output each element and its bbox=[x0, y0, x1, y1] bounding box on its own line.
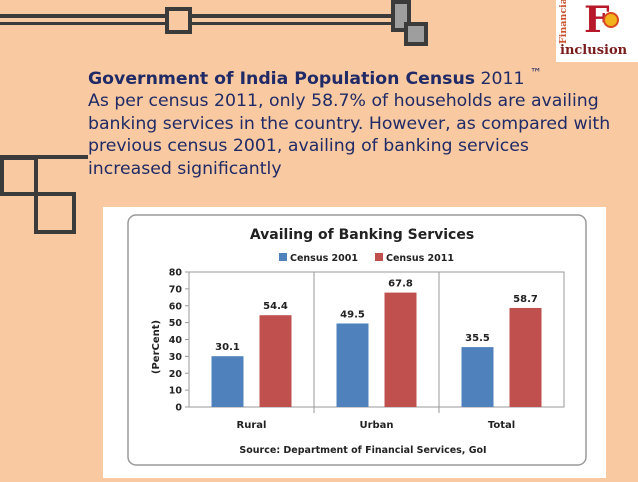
decor-square-top bbox=[165, 7, 192, 34]
decor-line-top bbox=[0, 14, 392, 18]
intro-tm: ™ bbox=[530, 66, 543, 80]
intro-body: As per census 2011, only 58.7% of househ… bbox=[88, 91, 611, 179]
y-tick-label: 10 bbox=[169, 386, 183, 397]
chart-title: Availing of Banking Services bbox=[250, 227, 474, 243]
decor-line-mid bbox=[0, 155, 88, 159]
chart-frame: Availing of Banking Services Census 2001… bbox=[103, 207, 606, 478]
y-tick-label: 50 bbox=[169, 318, 183, 329]
data-label: 30.1 bbox=[215, 342, 240, 353]
logo-word: inclusion bbox=[560, 43, 628, 58]
bar-rural-1 bbox=[259, 315, 292, 407]
legend-swatch bbox=[375, 253, 383, 261]
x-category-label: Rural bbox=[237, 420, 267, 431]
logo-dot-icon bbox=[603, 12, 619, 28]
chart-source: Source: Department of Financial Services… bbox=[239, 445, 486, 456]
intro-paragraph: Government of India Population Census 20… bbox=[88, 62, 618, 180]
x-category-label: Total bbox=[488, 420, 515, 431]
y-tick-label: 40 bbox=[169, 335, 183, 346]
y-tick-label: 70 bbox=[169, 284, 183, 295]
data-label: 67.8 bbox=[388, 279, 413, 290]
y-tick-label: 30 bbox=[169, 352, 183, 363]
intro-heading: Government of India Population Census bbox=[88, 68, 476, 89]
legend-label: Census 2011 bbox=[386, 253, 454, 264]
decor-square-left-2 bbox=[34, 192, 76, 234]
bar-urban-1 bbox=[384, 292, 417, 407]
legend-swatch bbox=[279, 253, 287, 261]
y-tick-label: 20 bbox=[169, 369, 183, 380]
legend-label: Census 2001 bbox=[290, 253, 358, 264]
plot-area: 0 10 20 30 40 50 60 70 80 30.1 54.4 Rural 49.5 67.8 Ur… bbox=[169, 268, 565, 431]
chart-legend: Census 2001 Census 2011 bbox=[279, 253, 454, 264]
data-label: 49.5 bbox=[340, 309, 365, 320]
decor-square-left-1 bbox=[0, 156, 38, 196]
data-label: 35.5 bbox=[465, 333, 490, 344]
y-tick-label: 0 bbox=[175, 403, 182, 414]
bar-chart: Availing of Banking Services Census 2001… bbox=[127, 214, 587, 466]
intro-year: 2011 bbox=[480, 68, 525, 89]
y-tick-label: 60 bbox=[169, 301, 183, 312]
bar-urban-0 bbox=[336, 323, 369, 407]
financial-inclusion-logo: Financial F inclusion bbox=[556, 0, 638, 62]
x-category-label: Urban bbox=[359, 420, 393, 431]
bar-total-1 bbox=[509, 307, 542, 407]
y-tick-label: 80 bbox=[169, 268, 183, 279]
bar-rural-0 bbox=[211, 356, 244, 407]
decor-square-right-2 bbox=[404, 22, 428, 46]
data-label: 54.4 bbox=[263, 301, 288, 312]
data-label: 58.7 bbox=[513, 294, 538, 305]
decor-line-top-2 bbox=[0, 22, 392, 25]
logo-vertical-text: Financial bbox=[558, 0, 569, 44]
bar-total-0 bbox=[461, 347, 494, 407]
y-axis-label: (PerCent) bbox=[151, 320, 162, 374]
